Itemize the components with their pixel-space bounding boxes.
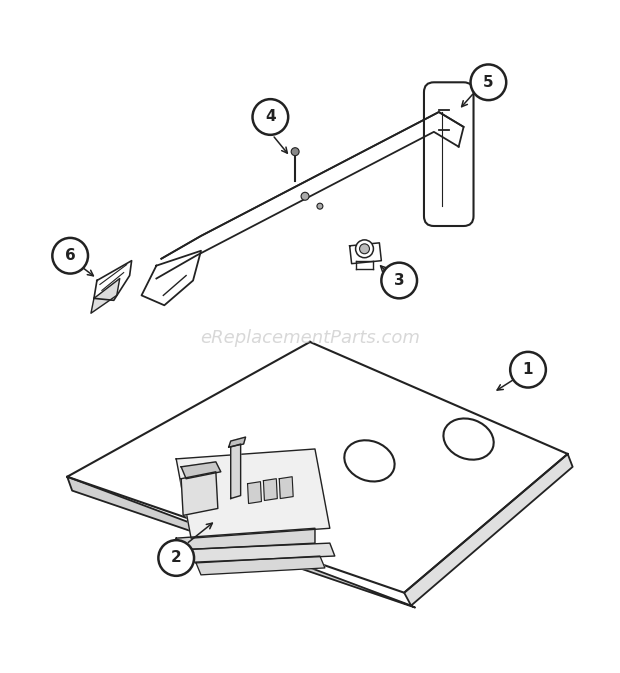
Circle shape	[291, 147, 299, 155]
Text: eReplacementParts.com: eReplacementParts.com	[200, 329, 420, 347]
Circle shape	[471, 65, 506, 100]
Polygon shape	[181, 462, 221, 479]
Polygon shape	[171, 543, 335, 563]
Polygon shape	[231, 444, 241, 499]
Circle shape	[252, 99, 288, 135]
Polygon shape	[91, 279, 120, 313]
Polygon shape	[264, 479, 277, 501]
Polygon shape	[156, 112, 464, 279]
Circle shape	[158, 540, 194, 576]
Polygon shape	[67, 342, 568, 593]
Circle shape	[317, 203, 323, 209]
Polygon shape	[350, 243, 381, 264]
Polygon shape	[404, 454, 573, 606]
Text: 4: 4	[265, 110, 276, 125]
Polygon shape	[67, 476, 415, 608]
Polygon shape	[229, 437, 246, 447]
Polygon shape	[141, 251, 201, 306]
Circle shape	[52, 238, 88, 273]
Polygon shape	[196, 556, 325, 575]
Circle shape	[510, 352, 546, 388]
Text: 1: 1	[523, 362, 533, 377]
Polygon shape	[181, 472, 218, 516]
Circle shape	[356, 240, 373, 258]
Polygon shape	[176, 449, 330, 538]
Polygon shape	[176, 528, 315, 550]
Polygon shape	[247, 482, 262, 503]
Text: 2: 2	[171, 551, 182, 565]
Polygon shape	[94, 260, 131, 300]
Text: 5: 5	[483, 75, 494, 90]
Ellipse shape	[443, 419, 494, 460]
Polygon shape	[279, 476, 293, 499]
Ellipse shape	[344, 440, 394, 481]
Text: 6: 6	[65, 248, 76, 263]
FancyBboxPatch shape	[424, 82, 474, 226]
Circle shape	[381, 262, 417, 298]
Circle shape	[360, 244, 370, 254]
Circle shape	[301, 192, 309, 201]
Text: 3: 3	[394, 273, 404, 288]
